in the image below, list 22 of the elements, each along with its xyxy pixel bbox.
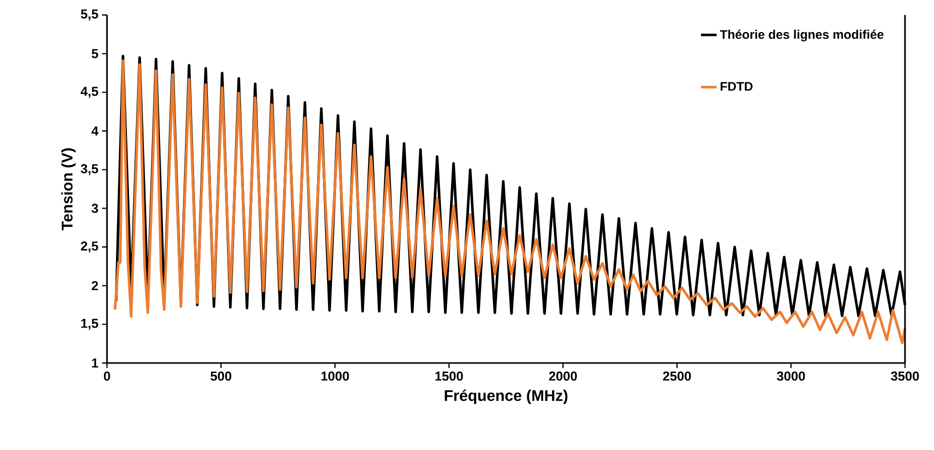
- x-tick-label: 3500: [890, 371, 919, 381]
- y-tick-label: 2: [92, 281, 98, 290]
- x-tick-label: 2000: [549, 371, 577, 381]
- y-tick-label: 3,5: [80, 164, 98, 176]
- legend-label: Théorie des lignes modifiée: [720, 30, 884, 42]
- y-tick-label: 5: [92, 49, 98, 58]
- y-tick-label: 4,5: [80, 86, 98, 98]
- y-tick-label: 1: [92, 358, 98, 368]
- x-tick-label: 1500: [435, 371, 463, 381]
- x-axis-title: Fréquence (MHz): [444, 390, 568, 404]
- x-tick-label: 2500: [663, 371, 691, 381]
- x-tick-label: 3000: [776, 371, 805, 381]
- y-tick-label: 4: [92, 126, 98, 136]
- legend-label: FDTD: [720, 82, 753, 91]
- y-tick-label: 2,5: [80, 241, 98, 253]
- x-tick-label: 0: [104, 371, 110, 381]
- y-tick-label: 5,5: [80, 10, 98, 20]
- y-axis-title: Tension (V): [61, 148, 76, 230]
- y-tick-label: 1,5: [81, 318, 98, 330]
- x-tick-label: 500: [210, 371, 232, 381]
- y-tick-label: 3: [92, 204, 98, 213]
- x-tick-label: 1000: [321, 371, 349, 381]
